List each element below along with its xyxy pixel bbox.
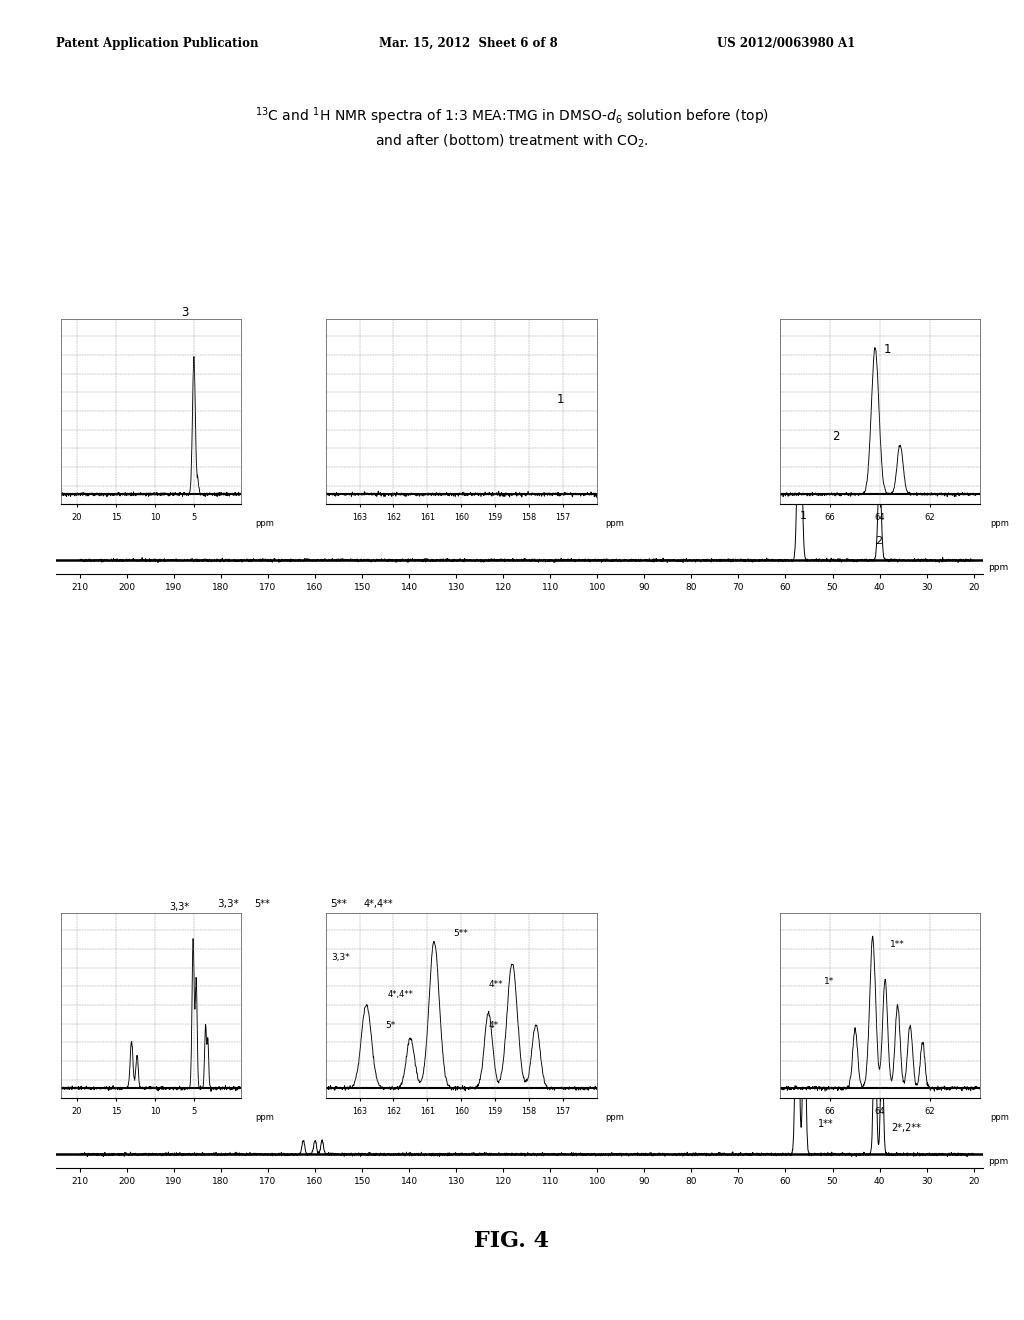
Text: 3: 3 bbox=[181, 306, 188, 318]
Text: 4*: 4* bbox=[488, 1020, 499, 1030]
Text: ppm: ppm bbox=[990, 519, 1009, 528]
Text: ppm: ppm bbox=[605, 519, 624, 528]
Text: 1: 1 bbox=[884, 343, 892, 355]
Text: 5**: 5** bbox=[254, 899, 269, 909]
Text: 3,3*: 3,3* bbox=[217, 899, 239, 909]
Text: 1**: 1** bbox=[890, 940, 905, 949]
Text: ppm: ppm bbox=[990, 1113, 1009, 1122]
Text: 1: 1 bbox=[800, 511, 807, 520]
Text: 5**: 5** bbox=[330, 899, 346, 909]
Text: 4**: 4** bbox=[488, 981, 503, 990]
Text: 1: 1 bbox=[556, 392, 564, 405]
Text: Patent Application Publication: Patent Application Publication bbox=[56, 37, 259, 50]
Text: 1*: 1* bbox=[824, 977, 835, 986]
Text: 3,3*: 3,3* bbox=[169, 902, 189, 912]
Text: 2*,2**: 2*,2** bbox=[891, 1123, 922, 1133]
Text: 2: 2 bbox=[833, 429, 840, 442]
Text: ppm: ppm bbox=[255, 1113, 273, 1122]
Text: 1**: 1** bbox=[818, 1118, 834, 1129]
Text: 5*: 5* bbox=[385, 1020, 395, 1030]
Text: 4*,4**: 4*,4** bbox=[364, 899, 393, 909]
Text: 5**: 5** bbox=[454, 928, 468, 937]
Text: FIG. 4: FIG. 4 bbox=[474, 1230, 550, 1253]
Text: and after (bottom) treatment with CO$_2$.: and after (bottom) treatment with CO$_2$… bbox=[375, 132, 649, 150]
Text: ppm: ppm bbox=[988, 562, 1008, 572]
Text: 1*: 1* bbox=[811, 1089, 822, 1098]
Text: Mar. 15, 2012  Sheet 6 of 8: Mar. 15, 2012 Sheet 6 of 8 bbox=[379, 37, 558, 50]
Text: ppm: ppm bbox=[255, 519, 273, 528]
Text: ppm: ppm bbox=[988, 1156, 1008, 1166]
Text: 3,3*: 3,3* bbox=[331, 953, 350, 962]
Text: 2: 2 bbox=[874, 536, 882, 546]
Text: 4*,4**: 4*,4** bbox=[388, 990, 414, 999]
Text: US 2012/0063980 A1: US 2012/0063980 A1 bbox=[717, 37, 855, 50]
Text: $^{13}$C and $^{1}$H NMR spectra of 1:3 MEA:TMG in DMSO-$d_6$ solution before (t: $^{13}$C and $^{1}$H NMR spectra of 1:3 … bbox=[255, 106, 769, 127]
Text: ppm: ppm bbox=[605, 1113, 624, 1122]
